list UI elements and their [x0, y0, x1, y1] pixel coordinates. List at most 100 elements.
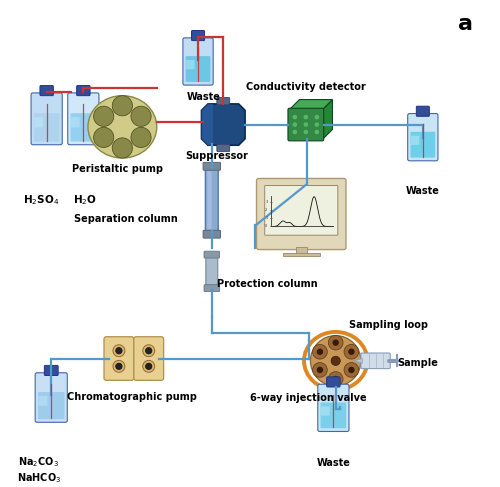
- Circle shape: [113, 345, 125, 356]
- FancyBboxPatch shape: [217, 97, 230, 105]
- Circle shape: [332, 376, 339, 382]
- Text: 6-way injection valve: 6-way injection valve: [250, 393, 366, 403]
- Text: Suppressor: Suppressor: [185, 151, 248, 161]
- FancyBboxPatch shape: [416, 106, 430, 116]
- FancyBboxPatch shape: [31, 93, 62, 145]
- Circle shape: [316, 349, 323, 355]
- Circle shape: [310, 336, 361, 386]
- Ellipse shape: [88, 95, 157, 158]
- Text: Waste: Waste: [316, 458, 350, 468]
- FancyBboxPatch shape: [186, 56, 210, 82]
- Circle shape: [314, 115, 319, 119]
- Text: 2: 2: [265, 208, 268, 212]
- Bar: [296, 247, 307, 255]
- FancyBboxPatch shape: [183, 38, 213, 85]
- FancyBboxPatch shape: [411, 136, 420, 145]
- FancyBboxPatch shape: [204, 285, 220, 292]
- FancyBboxPatch shape: [256, 178, 346, 249]
- FancyBboxPatch shape: [76, 86, 90, 95]
- FancyBboxPatch shape: [361, 353, 390, 369]
- Circle shape: [344, 362, 358, 377]
- Circle shape: [143, 345, 154, 356]
- Circle shape: [314, 122, 319, 127]
- Circle shape: [304, 130, 308, 134]
- FancyBboxPatch shape: [192, 31, 204, 40]
- Text: Sampling loop: Sampling loop: [349, 319, 428, 330]
- Text: Chromatographic pump: Chromatographic pump: [66, 392, 196, 402]
- Circle shape: [304, 115, 308, 119]
- Circle shape: [316, 367, 323, 373]
- Text: Protection column: Protection column: [218, 279, 318, 289]
- FancyBboxPatch shape: [203, 230, 220, 238]
- Circle shape: [312, 362, 328, 377]
- Circle shape: [94, 106, 114, 127]
- Circle shape: [112, 138, 132, 158]
- Text: Waste: Waste: [406, 187, 440, 196]
- Circle shape: [116, 348, 122, 354]
- Circle shape: [131, 106, 151, 127]
- FancyBboxPatch shape: [321, 407, 330, 416]
- FancyBboxPatch shape: [35, 373, 68, 422]
- Text: Na$_2$CO$_3$
NaHCO$_3$: Na$_2$CO$_3$ NaHCO$_3$: [16, 455, 61, 486]
- Circle shape: [344, 344, 358, 359]
- Text: 3: 3: [265, 200, 268, 204]
- Text: 0: 0: [265, 225, 268, 228]
- Text: Sample: Sample: [398, 358, 438, 368]
- Circle shape: [328, 336, 343, 350]
- Text: Conductivity detector: Conductivity detector: [246, 82, 366, 93]
- FancyBboxPatch shape: [408, 113, 438, 161]
- FancyBboxPatch shape: [70, 113, 96, 142]
- Circle shape: [146, 348, 152, 354]
- FancyBboxPatch shape: [318, 384, 349, 431]
- Circle shape: [292, 122, 297, 127]
- Circle shape: [304, 122, 308, 127]
- FancyBboxPatch shape: [410, 132, 435, 158]
- FancyBboxPatch shape: [38, 396, 48, 406]
- FancyBboxPatch shape: [186, 60, 194, 69]
- FancyBboxPatch shape: [204, 251, 220, 258]
- Text: Peristaltic pump: Peristaltic pump: [72, 165, 164, 174]
- Circle shape: [312, 344, 328, 359]
- FancyBboxPatch shape: [44, 365, 58, 375]
- Polygon shape: [290, 99, 333, 110]
- Polygon shape: [202, 104, 213, 145]
- Circle shape: [331, 356, 340, 365]
- Text: H$_2$O: H$_2$O: [73, 193, 96, 207]
- Circle shape: [314, 130, 319, 134]
- Polygon shape: [354, 358, 362, 363]
- Circle shape: [113, 360, 125, 372]
- FancyBboxPatch shape: [203, 162, 220, 170]
- FancyBboxPatch shape: [326, 377, 340, 387]
- FancyBboxPatch shape: [134, 337, 164, 380]
- FancyBboxPatch shape: [40, 86, 54, 95]
- Circle shape: [146, 363, 152, 370]
- FancyBboxPatch shape: [71, 117, 80, 128]
- FancyBboxPatch shape: [320, 402, 346, 428]
- FancyBboxPatch shape: [217, 144, 230, 151]
- Text: Separation column: Separation column: [74, 214, 178, 224]
- Circle shape: [292, 130, 297, 134]
- FancyBboxPatch shape: [104, 337, 134, 380]
- Text: Waste: Waste: [187, 92, 221, 101]
- Circle shape: [348, 367, 354, 373]
- FancyBboxPatch shape: [264, 186, 338, 235]
- Circle shape: [328, 372, 343, 386]
- FancyBboxPatch shape: [206, 168, 218, 233]
- Circle shape: [292, 115, 297, 119]
- FancyBboxPatch shape: [34, 117, 43, 128]
- Bar: [283, 253, 320, 257]
- FancyBboxPatch shape: [207, 171, 212, 229]
- Circle shape: [116, 363, 122, 370]
- FancyBboxPatch shape: [38, 392, 64, 419]
- Text: a: a: [458, 15, 473, 35]
- Circle shape: [332, 339, 339, 346]
- Polygon shape: [202, 104, 245, 145]
- Circle shape: [94, 127, 114, 148]
- Polygon shape: [322, 99, 332, 139]
- Circle shape: [131, 127, 151, 148]
- Text: 1: 1: [265, 216, 268, 220]
- FancyBboxPatch shape: [34, 113, 60, 142]
- Text: H$_2$SO$_4$: H$_2$SO$_4$: [22, 193, 59, 207]
- Circle shape: [348, 349, 354, 355]
- FancyBboxPatch shape: [288, 108, 324, 141]
